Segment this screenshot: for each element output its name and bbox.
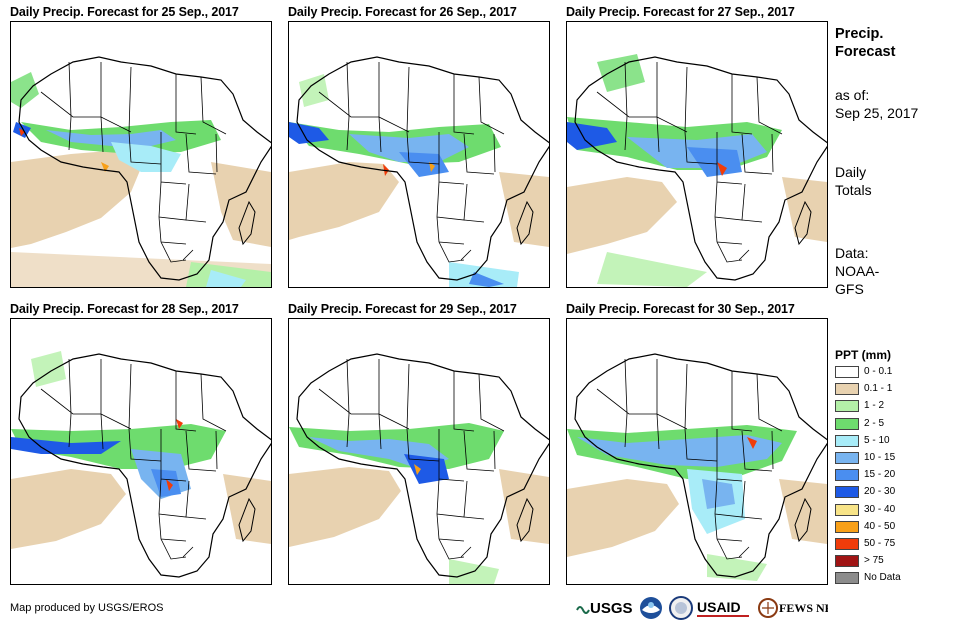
sidebar-title-line2: Forecast — [835, 44, 896, 60]
legend-item: No Data — [835, 570, 955, 587]
agency-logos: USGS USAID FEWS NET — [576, 594, 841, 622]
legend-label: > 75 — [864, 555, 884, 567]
noaa-logo — [638, 594, 664, 622]
legend-label: 40 - 50 — [864, 520, 896, 532]
legend-label: 0.1 - 1 — [864, 383, 893, 395]
legend-swatch — [835, 383, 859, 396]
data-label: Data: — [835, 245, 869, 261]
legend-item: 30 - 40 — [835, 502, 955, 519]
legend-item: 5 - 10 — [835, 433, 955, 450]
legend-item: 10 - 15 — [835, 450, 955, 467]
legend-label: 1 - 2 — [864, 400, 885, 412]
precip-map — [289, 22, 549, 287]
as-of-date: Sep 25, 2017 — [835, 105, 919, 121]
legend-item: 1 - 2 — [835, 398, 955, 415]
forecast-panel-sep-30: Daily Precip. Forecast for 30 Sep., 2017 — [566, 301, 828, 585]
fews-net-logo: FEWS NET — [758, 594, 841, 622]
legend-swatch — [835, 417, 859, 430]
data-source-line1: NOAA- — [835, 263, 880, 279]
precip-map — [567, 22, 827, 287]
legend-label: No Data — [864, 572, 901, 584]
map-credit: Map produced by USGS/EROS — [10, 602, 164, 614]
panel-title: Daily Precip. Forecast for 26 Sep., 2017 — [288, 5, 517, 19]
sidebar-as-of: as of: Sep 25, 2017 — [835, 86, 918, 122]
fews-net-logo-text: FEWS NET — [779, 601, 828, 615]
legend-item: 50 - 75 — [835, 536, 955, 553]
precip-map — [289, 319, 549, 584]
panel-title: Daily Precip. Forecast for 30 Sep., 2017 — [566, 302, 795, 316]
forecast-panel-sep-29: Daily Precip. Forecast for 29 Sep., 2017 — [288, 301, 550, 585]
legend-items: 0 - 0.1 0.1 - 1 1 - 2 2 - 5 5 - 10 10 - 15 15 … — [835, 364, 955, 587]
precip-legend: PPT (mm) 0 - 0.1 0.1 - 1 1 - 2 2 - 5 5 - 10 1… — [835, 346, 955, 587]
panel-title: Daily Precip. Forecast for 25 Sep., 2017 — [10, 5, 239, 19]
legend-label: 10 - 15 — [864, 451, 896, 463]
legend-swatch — [835, 400, 859, 413]
legend-item: 40 - 50 — [835, 519, 955, 536]
legend-item: 0.1 - 1 — [835, 381, 955, 398]
legend-item: 20 - 30 — [835, 484, 955, 501]
legend-swatch — [835, 555, 859, 568]
usgs-logo: USGS — [576, 594, 634, 622]
legend-swatch — [835, 520, 859, 533]
as-of-label: as of: — [835, 87, 870, 103]
forecast-map — [288, 318, 550, 585]
forecast-map — [566, 318, 828, 585]
legend-swatch — [835, 503, 859, 516]
sidebar-daily-totals: Daily Totals — [835, 163, 872, 199]
forecast-panel-sep-25: Daily Precip. Forecast for 25 Sep., 2017 — [10, 4, 272, 288]
legend-label: 15 - 20 — [864, 469, 896, 481]
panel-title: Daily Precip. Forecast for 29 Sep., 2017 — [288, 302, 517, 316]
legend-swatch — [835, 486, 859, 499]
legend-item: 0 - 0.1 — [835, 364, 955, 381]
legend-item: > 75 — [835, 553, 955, 570]
daily-label: Daily — [835, 164, 867, 180]
legend-swatch — [835, 451, 859, 464]
precip-map — [11, 319, 271, 584]
precip-map — [11, 22, 271, 287]
forecast-map — [288, 21, 550, 288]
forecast-panel-sep-26: Daily Precip. Forecast for 26 Sep., 2017 — [288, 4, 550, 288]
legend-swatch — [835, 434, 859, 447]
forecast-map — [10, 318, 272, 585]
legend-label: 0 - 0.1 — [864, 366, 893, 377]
doi-seal — [668, 594, 694, 622]
legend-label: 5 - 10 — [864, 434, 890, 446]
sidebar-data-source: Data: NOAA- GFS — [835, 244, 879, 298]
legend-label: 30 - 40 — [864, 503, 896, 515]
data-source-line2: GFS — [835, 281, 864, 297]
legend-item: 2 - 5 — [835, 416, 955, 433]
legend-item: 15 - 20 — [835, 467, 955, 484]
legend-title: PPT (mm) — [835, 348, 892, 362]
totals-label: Totals — [835, 182, 872, 198]
legend-swatch — [835, 469, 859, 482]
usaid-logo-text: USAID — [697, 599, 741, 615]
legend-label: 50 - 75 — [864, 537, 896, 549]
legend-swatch — [835, 572, 859, 585]
precip-map — [567, 319, 827, 584]
panel-title: Daily Precip. Forecast for 28 Sep., 2017 — [10, 302, 239, 316]
forecast-map — [10, 21, 272, 288]
forecast-panel-sep-28: Daily Precip. Forecast for 28 Sep., 2017 — [10, 301, 272, 585]
legend-label: 20 - 30 — [864, 486, 896, 498]
usaid-logo: USAID — [696, 594, 756, 622]
panel-title: Daily Precip. Forecast for 27 Sep., 2017 — [566, 5, 795, 19]
legend-swatch — [835, 366, 859, 378]
sidebar-title-line1: Precip. — [835, 26, 884, 42]
legend-label: 2 - 5 — [864, 417, 885, 429]
usgs-logo-text: USGS — [590, 600, 633, 617]
sidebar-title: Precip. Forecast — [835, 25, 895, 61]
forecast-map — [566, 21, 828, 288]
forecast-panel-sep-27: Daily Precip. Forecast for 27 Sep., 2017 — [566, 4, 828, 288]
legend-swatch — [835, 537, 859, 550]
